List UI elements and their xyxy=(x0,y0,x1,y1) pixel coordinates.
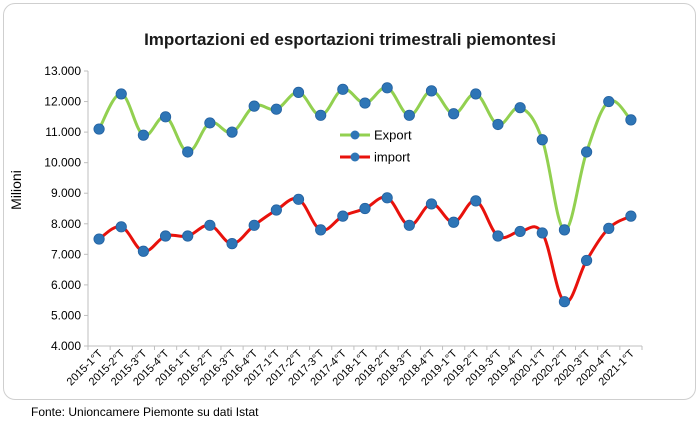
legend-item-import: import xyxy=(340,150,411,165)
legend-import-label: import xyxy=(374,150,411,165)
series-export-point xyxy=(292,86,305,98)
series-import-point xyxy=(359,202,371,215)
series-import-point xyxy=(492,230,504,242)
series-import-point xyxy=(580,254,593,267)
series-export-point xyxy=(204,117,216,129)
series-import-point xyxy=(381,192,393,204)
series-export xyxy=(93,82,637,236)
series-export-point xyxy=(359,97,371,109)
series-export-point xyxy=(580,146,593,158)
series-export-point xyxy=(403,109,415,121)
series-export-point xyxy=(536,134,548,146)
legend-export-swatch-marker xyxy=(350,130,360,140)
series-export-point xyxy=(182,146,194,158)
series-import-point xyxy=(159,230,172,242)
series-export-point xyxy=(625,114,637,126)
source-note: Fonte: Unioncamere Piemonte su dati Ista… xyxy=(31,405,259,419)
series-import-point xyxy=(425,198,438,210)
y-tick-label: 6.000 xyxy=(51,278,81,292)
series-import-point xyxy=(558,296,571,308)
series-export-point xyxy=(381,82,393,94)
legend: Export import xyxy=(340,128,412,165)
y-tick-label: 9.000 xyxy=(51,186,81,200)
series-export-point xyxy=(514,102,526,114)
legend-export-label: Export xyxy=(374,128,412,143)
series-export-point xyxy=(115,88,127,100)
series-import-point xyxy=(182,230,194,242)
y-tick-label: 12.000 xyxy=(44,95,81,109)
series-export-point xyxy=(337,83,349,95)
series-import-point xyxy=(270,204,282,216)
series-export-point xyxy=(448,108,460,120)
y-tick-label: 13.000 xyxy=(44,64,81,78)
series-import-point xyxy=(448,216,460,228)
series-export-point xyxy=(603,95,615,108)
series-import-point xyxy=(514,225,526,238)
series-import-point xyxy=(248,219,260,231)
legend-item-export: Export xyxy=(340,128,412,143)
series-import-point xyxy=(536,227,548,239)
series-export-point xyxy=(492,118,504,131)
series-export-point xyxy=(470,88,482,100)
series-import-point xyxy=(470,195,482,207)
series-export-point xyxy=(93,123,105,135)
series-import-point xyxy=(625,210,637,222)
series-export-point xyxy=(226,126,238,138)
legend-import-swatch-marker xyxy=(350,152,360,162)
y-tick-label: 4.000 xyxy=(51,339,81,353)
y-tick-label: 5.000 xyxy=(51,308,81,322)
series-import-point xyxy=(315,224,327,236)
axes: 4.000 5.000 6.000 7.000 8.000 9.000 10.000 11.0… xyxy=(44,64,643,388)
series-export-point xyxy=(425,85,438,97)
series-export-point xyxy=(248,100,260,112)
y-tick-label: 8.000 xyxy=(51,217,81,231)
series-export-point xyxy=(159,111,172,123)
series-import-point xyxy=(292,193,305,205)
y-tick-label: 10.000 xyxy=(44,156,81,170)
series-import-point xyxy=(603,222,615,234)
series-layer xyxy=(93,82,637,308)
series-import-point xyxy=(115,221,127,233)
series-import-point xyxy=(403,219,415,231)
y-tick-label: 7.000 xyxy=(51,247,81,261)
series-import-point xyxy=(137,245,149,257)
series-import-point xyxy=(226,238,238,250)
chart-card xyxy=(3,3,696,400)
series-export-point xyxy=(137,129,149,141)
series-export-point xyxy=(270,103,282,115)
series-import-point xyxy=(204,219,216,231)
series-import xyxy=(93,192,637,308)
chart-title: Importazioni ed esportazioni trimestrali… xyxy=(144,30,556,49)
series-import-point xyxy=(93,233,105,245)
y-tick-label: 11.000 xyxy=(45,125,81,139)
series-export-point xyxy=(558,224,571,236)
series-export-point xyxy=(315,109,327,121)
series-import-point xyxy=(337,210,349,222)
